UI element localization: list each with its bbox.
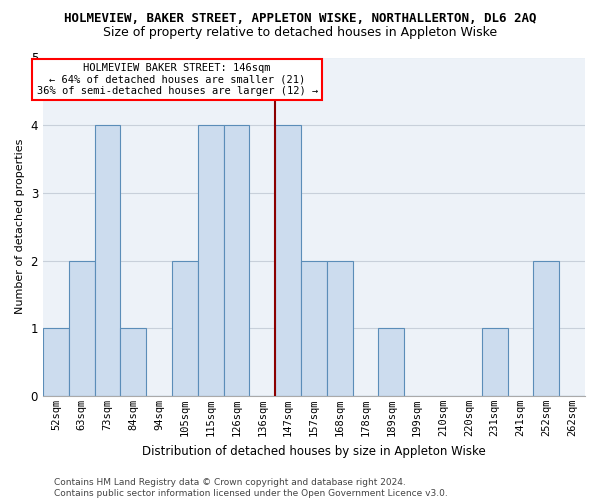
Text: HOLMEVIEW BAKER STREET: 146sqm
← 64% of detached houses are smaller (21)
36% of : HOLMEVIEW BAKER STREET: 146sqm ← 64% of …	[37, 63, 318, 96]
Bar	[43, 328, 69, 396]
Bar	[301, 260, 327, 396]
Bar	[69, 260, 95, 396]
Bar	[95, 125, 121, 396]
Bar	[482, 328, 508, 396]
Bar	[379, 328, 404, 396]
Bar	[275, 125, 301, 396]
Bar	[533, 260, 559, 396]
Bar	[198, 125, 224, 396]
Text: Size of property relative to detached houses in Appleton Wiske: Size of property relative to detached ho…	[103, 26, 497, 39]
Bar	[172, 260, 198, 396]
Bar	[121, 328, 146, 396]
Bar	[327, 260, 353, 396]
Text: Contains HM Land Registry data © Crown copyright and database right 2024.
Contai: Contains HM Land Registry data © Crown c…	[54, 478, 448, 498]
Y-axis label: Number of detached properties: Number of detached properties	[15, 139, 25, 314]
Bar	[224, 125, 250, 396]
X-axis label: Distribution of detached houses by size in Appleton Wiske: Distribution of detached houses by size …	[142, 444, 486, 458]
Text: HOLMEVIEW, BAKER STREET, APPLETON WISKE, NORTHALLERTON, DL6 2AQ: HOLMEVIEW, BAKER STREET, APPLETON WISKE,…	[64, 12, 536, 26]
